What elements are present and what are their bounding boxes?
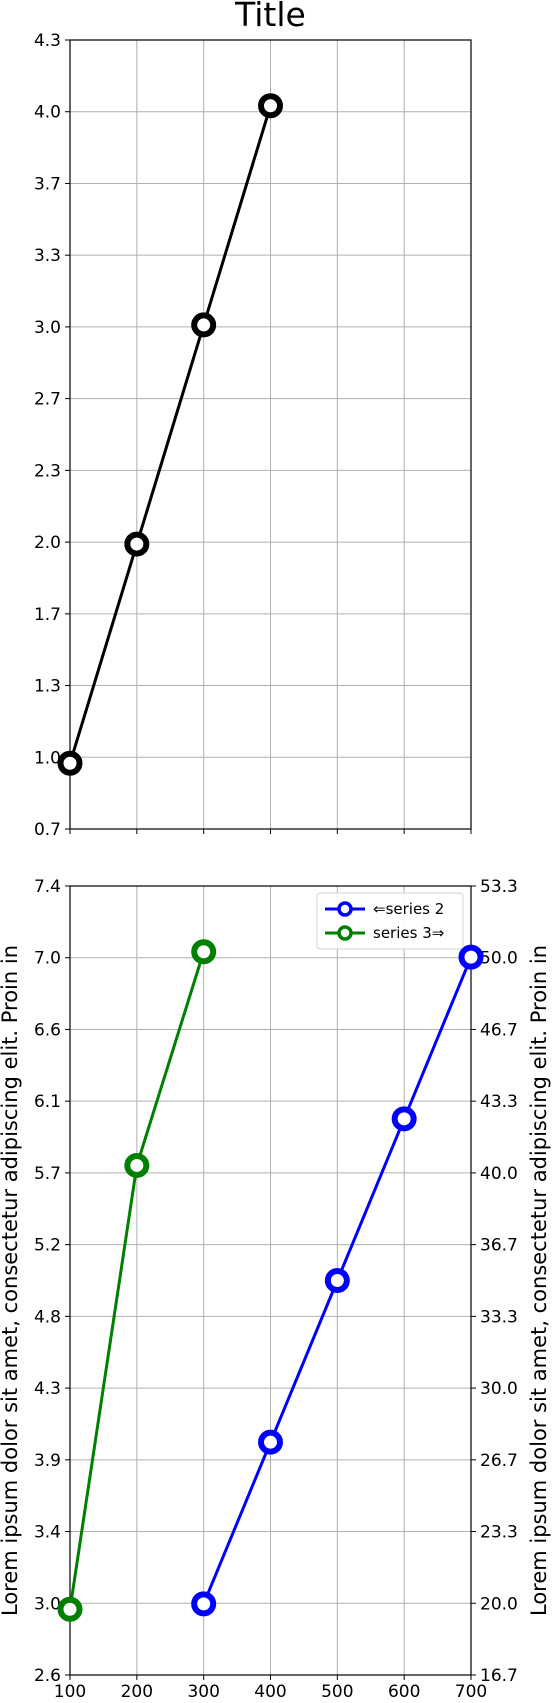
panel1-y-tick-label: 4.0	[34, 103, 61, 123]
panel2-data-point	[458, 944, 484, 970]
panel2-left-y-axis-label: Lorem ipsum dolor sit amet, consectetur …	[0, 945, 22, 1616]
panel2-data-point	[391, 1106, 417, 1132]
panel2-data-point	[258, 1429, 283, 1455]
panel2-right-y-axis-label: Lorem ipsum dolor sit amet, consectetur …	[527, 945, 551, 1616]
chart-title: Title	[234, 0, 306, 34]
panel1-y-tick-label: 4.3	[34, 31, 61, 51]
panel2-left-y-tick-label: 6.1	[34, 1092, 61, 1112]
panel2-x-tick-label: 100	[54, 1682, 86, 1702]
panel1-series-line	[68, 105, 272, 764]
panel2-x-tick-label: 400	[254, 1682, 286, 1702]
legend-marker	[337, 925, 353, 941]
panel2-left-y-tick-label: 4.3	[34, 1379, 61, 1399]
panel2-right-y-tick-label: 20.0	[480, 1594, 518, 1614]
panel2-left-y-tick-label: 7.0	[34, 949, 61, 969]
panel2-x-tick-label: 300	[187, 1682, 219, 1702]
panel2-data-point	[191, 939, 217, 965]
panel1-y-tick-label: 2.0	[34, 533, 61, 553]
panel2-data-point	[57, 1596, 83, 1622]
panel2-right-y-tick-label: 40.0	[480, 1164, 518, 1184]
panel2-right-y-tick-label: 36.7	[480, 1236, 518, 1256]
panel2-left-y-tick-label: 3.0	[34, 1594, 61, 1614]
panel2-right-y-tick-label: 53.3	[480, 877, 518, 897]
panel1-data-point	[57, 750, 83, 776]
panel2-right-y-tick-label: 30.0	[480, 1379, 518, 1399]
panel1-y-tick-label: 0.7	[34, 820, 61, 840]
legend-marker	[337, 901, 353, 917]
panel2-right-y-tick-label: 33.3	[480, 1307, 518, 1327]
panel2-frame	[69, 885, 472, 1676]
panel1-y-tick-label: 2.7	[34, 390, 61, 410]
panel2-x-tick-label: 500	[321, 1682, 353, 1702]
panel2-x-tick-label: 700	[455, 1682, 487, 1702]
panel2-right-y-tick-label: 16.7	[480, 1666, 518, 1686]
panel2-left-y-tick-label: 5.2	[34, 1236, 61, 1256]
panel2-x-tick-label: 600	[388, 1682, 420, 1702]
panel1-data-point	[124, 531, 150, 557]
legend-box	[316, 892, 464, 950]
panel2-x-tick-label: 200	[121, 1682, 153, 1702]
panel2-left-y-tick-label: 4.8	[34, 1307, 61, 1327]
panel2-data-point	[191, 1591, 217, 1617]
panel1-y-tick-label: 1.0	[34, 748, 61, 768]
panel1-data-point	[258, 93, 283, 119]
panel1-y-tick-label: 3.3	[34, 246, 61, 266]
panel2-right-y-tick-label: 26.7	[480, 1451, 518, 1471]
panel1-frame	[69, 39, 472, 830]
panel2-data-point	[324, 1268, 350, 1293]
panel1-y-tick-label: 3.0	[34, 318, 61, 338]
legend-label: ⇐series 2	[373, 900, 444, 918]
panel1-y-tick-label: 1.3	[34, 677, 61, 697]
panel2-left-y-tick-label: 2.6	[34, 1666, 61, 1686]
panel2-right-y-tick-label: 23.3	[480, 1523, 518, 1543]
panel2-left-y-tick-label: 6.6	[34, 1020, 61, 1040]
panel2-left-y-tick-label: 3.4	[34, 1523, 61, 1543]
panel2-left-y-tick-label: 3.9	[34, 1451, 61, 1471]
legend-label: series 3⇒	[373, 924, 444, 942]
panel2-left-y-tick-label: 7.4	[34, 877, 61, 897]
panel2-left-y-tick-label: 5.7	[34, 1164, 61, 1184]
panel1-y-tick-label: 2.3	[34, 461, 61, 481]
panel1-data-point	[191, 312, 217, 338]
panel2-right-y-tick-label: 43.3	[480, 1092, 518, 1112]
panel1-y-tick-label: 1.7	[34, 605, 61, 625]
panel2-data-point	[124, 1152, 150, 1178]
panel2-right-y-tick-label: 50.0	[480, 949, 518, 969]
panel1-y-tick-label: 3.7	[34, 174, 61, 194]
panel2-right-y-tick-label: 46.7	[480, 1020, 518, 1040]
